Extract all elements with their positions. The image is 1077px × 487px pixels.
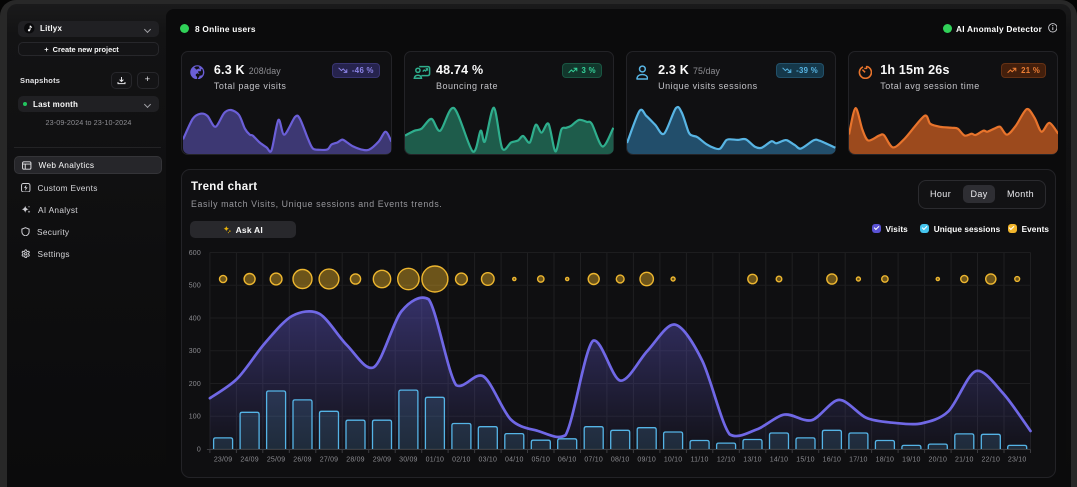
svg-text:09/10: 09/10 xyxy=(637,457,656,464)
svg-text:17/10: 17/10 xyxy=(849,457,868,464)
svg-text:11/10: 11/10 xyxy=(691,457,709,464)
svg-text:400: 400 xyxy=(189,315,201,322)
svg-text:03/10: 03/10 xyxy=(479,457,498,464)
svg-text:01/10: 01/10 xyxy=(426,457,445,464)
svg-text:22/10: 22/10 xyxy=(982,457,1001,464)
svg-text:04/10: 04/10 xyxy=(505,457,524,464)
svg-text:05/10: 05/10 xyxy=(532,457,551,464)
svg-text:10/10: 10/10 xyxy=(664,457,683,464)
svg-text:28/09: 28/09 xyxy=(346,457,365,464)
svg-text:15/10: 15/10 xyxy=(796,457,815,464)
svg-text:12/10: 12/10 xyxy=(717,457,736,464)
svg-text:08/10: 08/10 xyxy=(611,457,630,464)
svg-text:16/10: 16/10 xyxy=(823,457,842,464)
svg-text:02/10: 02/10 xyxy=(452,457,471,464)
svg-text:20/10: 20/10 xyxy=(929,457,948,464)
svg-text:26/09: 26/09 xyxy=(293,457,312,464)
svg-text:200: 200 xyxy=(189,381,201,388)
svg-text:100: 100 xyxy=(189,414,201,421)
svg-text:29/09: 29/09 xyxy=(373,457,392,464)
svg-text:25/09: 25/09 xyxy=(267,457,286,464)
svg-text:0: 0 xyxy=(197,446,201,453)
svg-text:14/10: 14/10 xyxy=(770,457,789,464)
svg-text:21/10: 21/10 xyxy=(955,457,974,464)
svg-text:23/10: 23/10 xyxy=(1008,457,1027,464)
svg-text:600: 600 xyxy=(189,250,201,257)
svg-text:300: 300 xyxy=(189,348,201,355)
svg-text:30/09: 30/09 xyxy=(399,457,418,464)
svg-text:500: 500 xyxy=(189,283,201,290)
svg-text:19/10: 19/10 xyxy=(902,457,921,464)
svg-text:24/09: 24/09 xyxy=(240,457,259,464)
svg-text:06/10: 06/10 xyxy=(558,457,577,464)
svg-text:27/09: 27/09 xyxy=(320,457,339,464)
svg-text:13/10: 13/10 xyxy=(743,457,762,464)
svg-text:07/10: 07/10 xyxy=(584,457,603,464)
svg-text:23/09: 23/09 xyxy=(214,457,233,464)
svg-text:18/10: 18/10 xyxy=(876,457,895,464)
